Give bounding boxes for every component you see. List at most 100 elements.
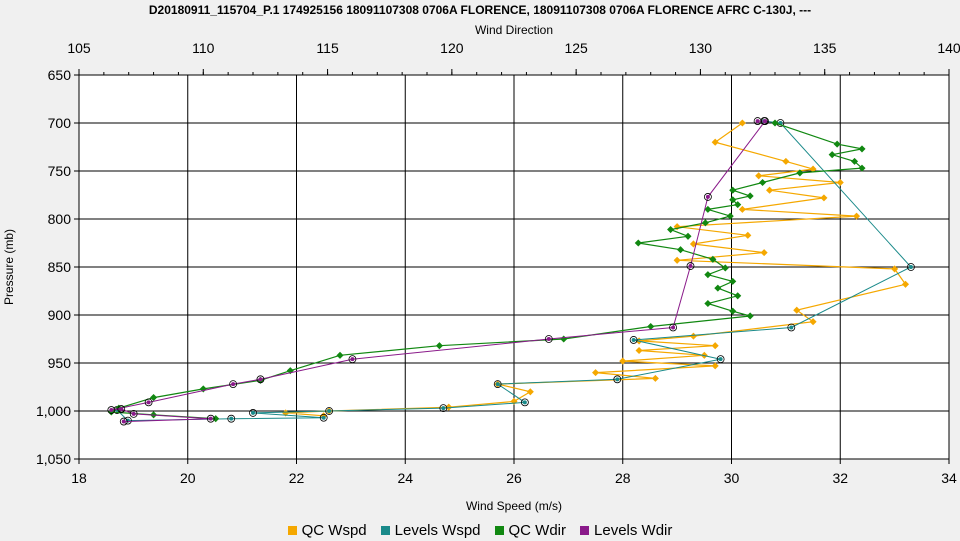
levels-wdir-point-center (671, 325, 676, 330)
y-axis-label: Pressure (mb) (2, 229, 16, 305)
levels-wdir-point-center (705, 194, 710, 199)
qc-wdir-line (109, 122, 864, 420)
qc-wdir-point (684, 232, 692, 240)
legend-swatch-qc-wdir (494, 525, 504, 535)
legend-label-levels-wdir: Levels Wdir (594, 521, 673, 539)
qc-wdir-point (828, 151, 836, 159)
levels-wdir-point (119, 417, 128, 426)
qc-wspd-point (760, 249, 768, 257)
levels-wdir-point (107, 406, 116, 414)
levels-wdir-point (144, 398, 153, 407)
qc-wdir-point (704, 271, 712, 279)
levels-wdir-point-center (763, 119, 768, 124)
levels-wdir-point-center (131, 411, 136, 416)
levels-wdir-point-center (109, 408, 114, 413)
levels-wspd-point-center (631, 337, 636, 342)
qc-wspd-point (891, 265, 899, 273)
qc-wdir-point (759, 178, 767, 187)
levels-wspd-point-center (789, 325, 794, 330)
levels-wspd-point (520, 398, 529, 407)
legend-item-levels-wspd: Levels Wspd (380, 521, 481, 539)
levels-wspd-point-center (441, 406, 446, 411)
y-tick-label: 850 (48, 259, 72, 275)
legend-swatch-levels-wspd (380, 525, 390, 535)
levels-wdir-point (229, 380, 238, 389)
levels-wspd-point-center (908, 265, 913, 269)
levels-wspd-point-center (495, 382, 500, 387)
legend-label-levels-wspd: Levels Wspd (394, 521, 481, 539)
qc-wspd-point (766, 186, 774, 194)
qc-wspd-point (619, 357, 627, 365)
levels-wdir-point (117, 405, 126, 413)
qc-wdir-point (851, 157, 859, 165)
y-tick-label: 650 (48, 67, 72, 83)
legend-swatch-levels-wdir (580, 525, 590, 535)
levels-wspd-point (325, 407, 334, 415)
x2-tick-label: 125 (564, 40, 588, 56)
qc-wdir-point (647, 322, 655, 331)
x-tick-label: 22 (289, 470, 305, 486)
qc-wdir-point (858, 164, 866, 172)
levels-wspd-point (249, 409, 257, 417)
levels-wspd-point-center (251, 410, 255, 415)
x2-tick-label: 115 (316, 40, 339, 56)
levels-wdir-point-center (119, 407, 124, 412)
legend-item-qc-wdir: QC Wdir (494, 521, 567, 539)
legend-item-levels-wdir: Levels Wdir (580, 522, 672, 539)
qc-wspd-point (651, 374, 659, 382)
levels-wdir-point (686, 262, 695, 270)
qc-wspd-point (755, 172, 763, 180)
legend-swatch-qc-wspd (287, 525, 297, 535)
levels-wspd-line (116, 120, 912, 422)
qc-wdir-point (634, 239, 642, 247)
levels-wdir-point (669, 323, 677, 332)
qc-wspd-point (689, 332, 697, 340)
levels-wdir-point-center (146, 400, 151, 405)
qc-wspd-point (738, 205, 746, 213)
qc-wdir-point (771, 119, 779, 127)
qc-wdir-point (734, 292, 742, 300)
qc-wdir-point (729, 277, 737, 285)
levels-wdir-point (761, 117, 769, 125)
qc-wdir-point (701, 219, 709, 227)
qc-wspd-point (526, 388, 534, 396)
levels-wdir-point (206, 414, 215, 423)
qc-wspd-point (809, 165, 817, 173)
qc-wdir-point (150, 394, 158, 402)
x-tick-label: 26 (506, 470, 522, 486)
levels-wspd-point (629, 336, 638, 344)
levels-wspd-point (227, 414, 236, 423)
qc-wdir-point (729, 186, 737, 194)
y-tick-label: 1,000 (36, 403, 71, 419)
x2-tick-label: 140 (937, 40, 960, 56)
levels-wspd-point-center (615, 377, 620, 382)
levels-wspd-point (493, 380, 502, 389)
y-tick-label: 800 (48, 211, 72, 227)
qc-wdir-point (729, 196, 737, 204)
levels-wspd-point (787, 323, 796, 332)
qc-wspd-point (793, 306, 801, 314)
qc-wspd-point (820, 194, 828, 202)
qc-wdir-point (746, 192, 754, 200)
legend: QC Wspd Levels Wspd QC Wdir Levels Wdir (0, 519, 960, 541)
qc-wspd-point (738, 119, 746, 127)
x-tick-label: 32 (832, 470, 848, 486)
levels-wdir-point (753, 117, 762, 125)
legend-label-qc-wdir: QC Wdir (508, 521, 567, 539)
qc-wdir-point (726, 212, 734, 220)
levels-wdir-point-center (546, 337, 551, 341)
qc-wdir-point (746, 312, 754, 320)
bottom-axis-label: Wind Speed (m/s) (466, 499, 562, 513)
levels-wdir-point (256, 375, 265, 384)
qc-wspd-point (809, 318, 817, 326)
levels-wspd-point (907, 263, 915, 271)
levels-wdir-point-center (688, 264, 693, 269)
qc-wdir-point (734, 201, 742, 209)
qc-wdir-point (336, 351, 344, 359)
qc-wspd-point (673, 256, 681, 264)
levels-wspd-point (439, 404, 448, 413)
qc-wdir-point (796, 169, 804, 177)
qc-wspd-point (853, 212, 861, 220)
qc-wdir-point (858, 145, 866, 153)
